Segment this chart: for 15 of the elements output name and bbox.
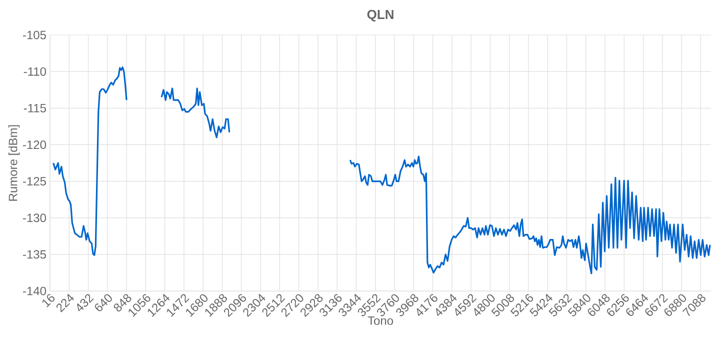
y-tick-label: -115 <box>24 104 46 112</box>
x-tick-label: 16 <box>42 294 55 308</box>
y-tick-label: -130 <box>23 214 46 222</box>
x-tick-label: 224 <box>56 294 74 312</box>
x-tick-label: 640 <box>95 294 112 312</box>
x-axis-title: Tono <box>368 316 394 325</box>
y-tick-label: -125 <box>23 177 46 186</box>
x-tick-label: 432 <box>77 294 94 312</box>
chart-title: QLN <box>367 10 394 22</box>
y-tick-label: -135 <box>23 250 46 259</box>
y-tick-label: -140 <box>23 286 46 296</box>
y-axis-title: Rumore [dBm] <box>8 125 20 201</box>
y-tick-label: -105 <box>23 30 46 40</box>
y-tick-label: -110 <box>24 67 46 76</box>
y-tick-label: -120 <box>23 140 46 149</box>
